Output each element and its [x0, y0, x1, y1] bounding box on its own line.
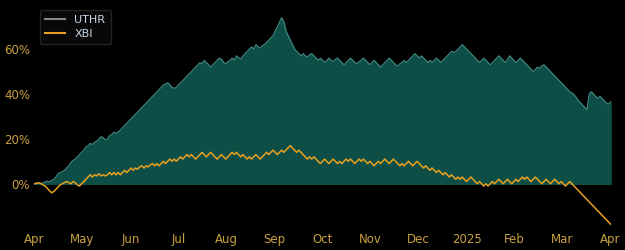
Legend: UTHR, XBI: UTHR, XBI	[40, 10, 111, 44]
